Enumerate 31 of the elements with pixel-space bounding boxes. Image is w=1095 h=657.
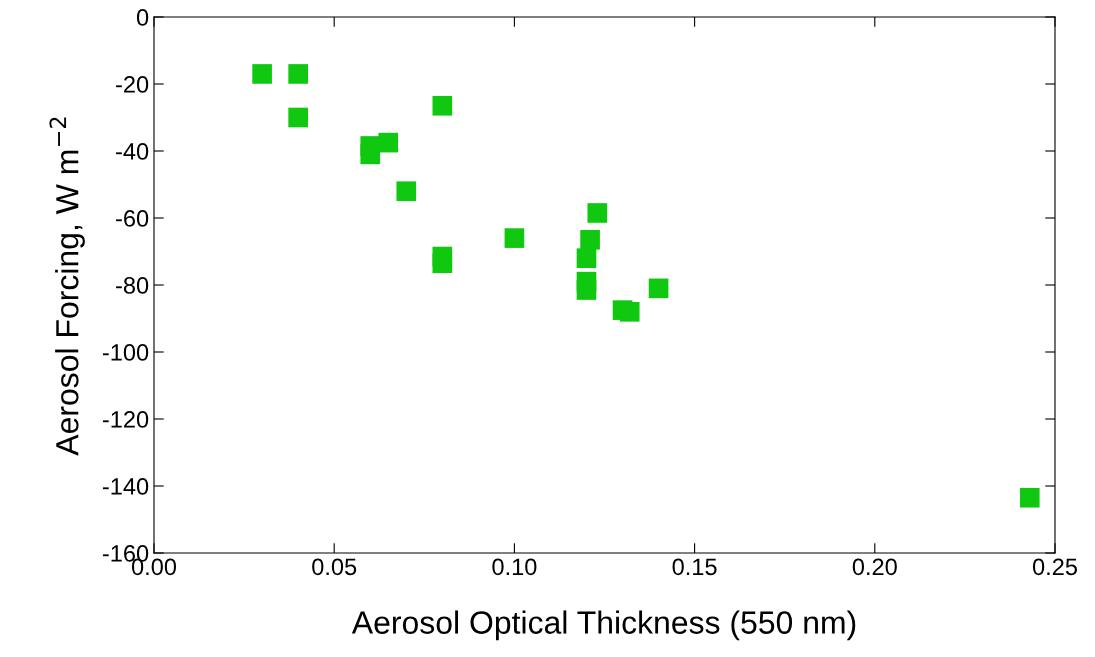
y-tick-label: -100 — [102, 344, 149, 361]
y-tick-label: 0 — [136, 9, 149, 26]
point — [432, 95, 453, 116]
point — [252, 64, 272, 84]
point — [619, 301, 640, 322]
point — [580, 229, 600, 250]
y-tick-label: -40 — [116, 143, 149, 160]
y-tick-label: -140 — [102, 478, 149, 495]
y-axis-title: Aerosol Forcing, W m$^{−2}$ — [49, 117, 85, 456]
point — [396, 181, 417, 202]
x-tick-label: 0.05 — [312, 558, 357, 576]
point — [587, 203, 608, 223]
y-tick-label: -80 — [116, 277, 149, 294]
y-tick-label: -120 — [102, 411, 149, 428]
point — [288, 64, 308, 84]
point — [288, 107, 308, 128]
point — [504, 228, 525, 248]
x-tick-label: 0.15 — [672, 558, 717, 576]
point — [576, 280, 597, 300]
x-tick-label: 0.25 — [1032, 558, 1077, 576]
point — [360, 144, 381, 165]
point — [648, 278, 669, 299]
point — [576, 248, 597, 269]
point — [378, 132, 399, 153]
y-tick-label: -60 — [116, 210, 149, 227]
point — [1019, 487, 1040, 508]
x-tick-label: 0.20 — [852, 558, 897, 576]
x-tick-label: 0.10 — [492, 558, 537, 576]
x-axis-title: Aerosol Optical Thickness (550 nm) — [351, 610, 856, 641]
y-tick-label: -20 — [116, 76, 149, 93]
point — [432, 253, 453, 274]
